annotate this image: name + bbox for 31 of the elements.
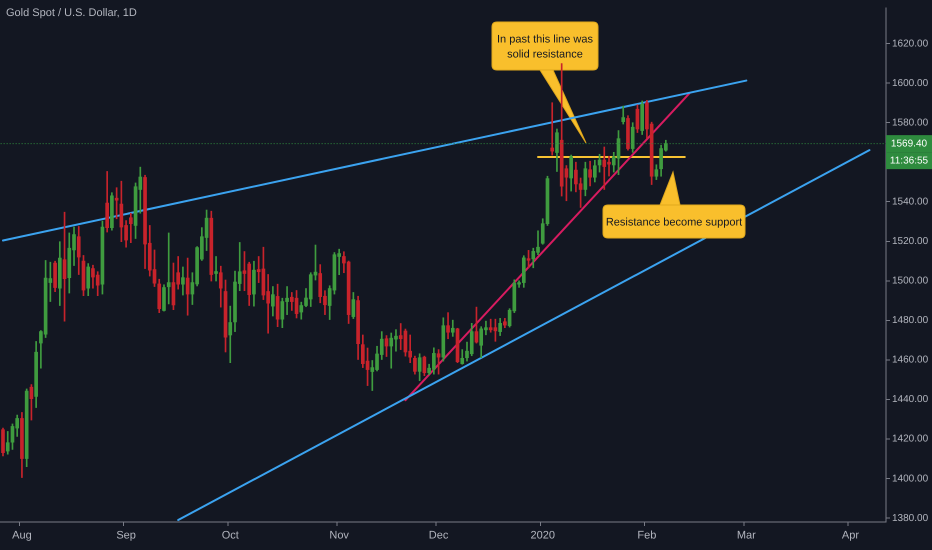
- x-tick-label: Feb: [637, 530, 656, 542]
- annotation: Resistance become support: [606, 216, 742, 228]
- x-tick-label: Sep: [116, 530, 136, 542]
- y-tick-label: 1460.00: [892, 354, 929, 366]
- ref-line-label: 1569.40: [890, 138, 928, 150]
- y-tick-label: 1420.00: [892, 434, 929, 445]
- callout: Resistance become support: [602, 172, 746, 238]
- x-tick-label: Aug: [12, 530, 32, 542]
- x-tick-label: Dec: [428, 530, 449, 542]
- callout: In past this line was solid resistance: [492, 22, 598, 144]
- candlestick: [214, 256, 218, 282]
- x-tick-label: Apr: [842, 530, 860, 542]
- y-tick-label: 1380.00: [892, 512, 929, 524]
- y-tick-label: 1480.00: [892, 315, 929, 326]
- x-tick-label: Oct: [222, 530, 239, 542]
- y-tick-label: 1620.00: [892, 38, 929, 50]
- y-tick-label: 1400.00: [892, 473, 929, 484]
- y-tick-label: 1500.00: [892, 276, 929, 287]
- y-tick-label: 1540.00: [892, 196, 929, 208]
- y-tick-label: 1440.00: [892, 394, 929, 406]
- annotation: In past this line was solid resistance: [497, 34, 594, 60]
- text: 11:36:55: [890, 155, 929, 166]
- chart-title: Gold Spot / U.S. Dollar, 1D: [6, 7, 137, 20]
- x-tick-label: Nov: [329, 530, 350, 542]
- x-tick-label: 2020: [530, 530, 555, 542]
- candlestick: [526, 250, 530, 268]
- y-tick-label: 1580.00: [892, 117, 929, 128]
- y-tick-label: 1600.00: [892, 78, 929, 89]
- y-tick-label: 1520.00: [892, 236, 929, 248]
- x-tick-label: Mar: [736, 530, 756, 542]
- candlestick: [62, 212, 66, 322]
